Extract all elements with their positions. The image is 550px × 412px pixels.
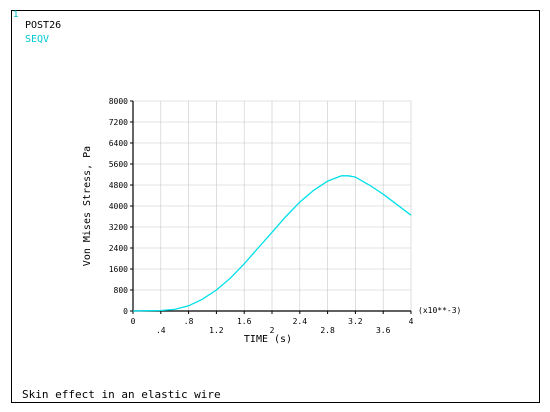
x-multiplier-label: (x10**-3) bbox=[418, 306, 461, 315]
x-tick-label: .4 bbox=[156, 326, 166, 335]
seqv-curve bbox=[132, 175, 412, 312]
axes bbox=[130, 100, 412, 314]
y-axis-label: Von Mises Stress, Pa bbox=[82, 146, 93, 266]
x-tick-label: 3.2 bbox=[348, 317, 363, 326]
y-tick-label: 6400 bbox=[109, 139, 128, 148]
plot-window-frame bbox=[11, 10, 540, 403]
x-tick-label: 0 bbox=[131, 317, 136, 326]
y-tick-label: 2400 bbox=[109, 244, 128, 253]
x-tick-label: 3.6 bbox=[376, 326, 391, 335]
x-tick-label: 1.6 bbox=[237, 317, 252, 326]
y-tick-label: 1600 bbox=[109, 265, 128, 274]
y-tick-labels: 0 800 1600 2400 3200 4000 4800 5600 6400 7200 8000 bbox=[109, 97, 128, 316]
y-tick-label: 800 bbox=[114, 286, 129, 295]
y-tick-label: 4800 bbox=[109, 181, 128, 190]
y-tick-label: 4000 bbox=[109, 202, 128, 211]
x-tick-label: 2 bbox=[270, 326, 275, 335]
y-tick-label: 3200 bbox=[109, 223, 128, 232]
x-tick-label: 4 bbox=[409, 317, 414, 326]
post26-label: POST26 bbox=[25, 20, 62, 31]
window-number: 1 bbox=[13, 10, 19, 20]
y-tick-label: 7200 bbox=[109, 118, 128, 127]
x-tick-label: .8 bbox=[184, 317, 194, 326]
x-tick-label: 2.4 bbox=[293, 317, 308, 326]
x-tick-label: 2.8 bbox=[320, 326, 335, 335]
x-axis-label: TIME (s) bbox=[244, 334, 292, 345]
y-tick-label: 8000 bbox=[109, 97, 128, 106]
x-tick-labels: 0 .8 1.6 2.4 3.2 4 .4 1.2 2 2.8 3.6 bbox=[131, 317, 414, 335]
y-tick-label: 5600 bbox=[109, 160, 128, 169]
y-tick-label: 0 bbox=[123, 307, 128, 316]
grid-lines bbox=[132, 100, 412, 312]
plot-title: Skin effect in an elastic wire bbox=[22, 388, 221, 401]
x-tick-label: 1.2 bbox=[209, 326, 224, 335]
variable-legend-label: SEQV bbox=[25, 34, 50, 45]
